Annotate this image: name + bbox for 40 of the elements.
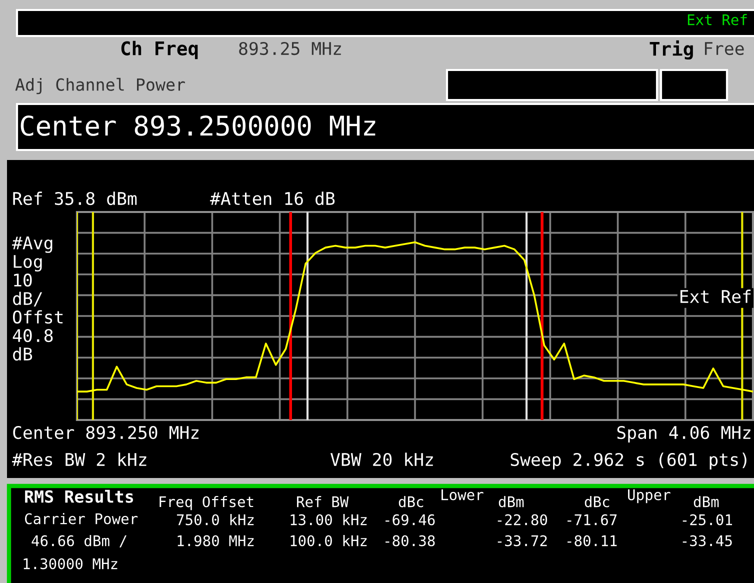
text: -69.46 bbox=[386, 514, 435, 526]
text: Center 893.250 MHz bbox=[13, 426, 199, 440]
text: Ch Freq bbox=[121, 40, 198, 60]
text: #Atten 16 dB bbox=[210, 192, 335, 206]
text: -71.67 bbox=[568, 514, 617, 526]
text: Adj Channel Power bbox=[15, 78, 185, 94]
text: -80.38 bbox=[386, 535, 435, 546]
annotation: Ext Ref bbox=[680, 290, 751, 304]
text: dBc bbox=[584, 496, 610, 508]
text: 46.66 dBm / bbox=[32, 534, 126, 548]
text: -25.01 bbox=[682, 514, 732, 526]
text: Ref BW bbox=[297, 496, 349, 508]
text: Ext Ref bbox=[688, 14, 747, 26]
text: dBm bbox=[694, 496, 719, 508]
text: Carrier Power bbox=[24, 512, 138, 524]
text: #Avg Log 10 dB/ Offst 40.8 dB bbox=[12, 236, 63, 361]
text: Freq Offset bbox=[160, 496, 254, 510]
text: Lower bbox=[442, 489, 484, 500]
text: 1.980 MHz bbox=[178, 535, 254, 546]
text: #Res BW 2 kHz bbox=[12, 452, 146, 466]
text: RMS Results bbox=[25, 490, 134, 503]
text: 1.30000 MHz bbox=[24, 558, 118, 570]
text: Trig bbox=[650, 40, 693, 60]
text: -33.72 bbox=[498, 535, 547, 546]
text: Center 893.2500000 MHz bbox=[20, 115, 376, 136]
text: 100.0 kHz bbox=[290, 534, 367, 546]
text: Upper bbox=[628, 489, 670, 504]
text: VBW 20 kHz bbox=[330, 452, 433, 466]
text: -80.11 bbox=[568, 535, 617, 546]
text: dBm bbox=[498, 496, 524, 508]
text: -22.80 bbox=[498, 514, 548, 526]
text: Span 4.06 MHz bbox=[617, 426, 750, 442]
text: Ref 35.8 dBm bbox=[13, 192, 137, 206]
text: Free bbox=[704, 42, 744, 56]
text: Sweep 2.962 s (601 pts) bbox=[510, 452, 746, 470]
text: 13.00 kHz bbox=[290, 514, 367, 526]
text: -33.45 bbox=[682, 535, 732, 546]
text: dBc bbox=[398, 496, 424, 508]
text: 750.0 kHz bbox=[176, 514, 254, 526]
text: 893.25 MHz bbox=[239, 42, 341, 56]
